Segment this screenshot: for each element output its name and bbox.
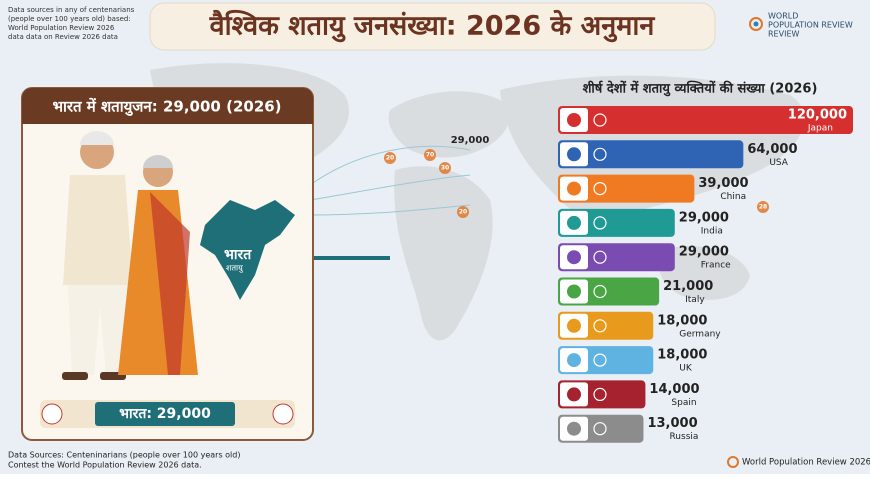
footer-brand: World Population Review 2026 (742, 458, 870, 468)
value-label: 13,000 (647, 416, 697, 431)
map-label: 20 (386, 155, 394, 162)
map-label: 20 (459, 209, 467, 216)
flag-emblem (567, 318, 581, 333)
india-panel-title: भारत में शतायुजन: 29,000 (2026) (52, 98, 281, 117)
logo-icon (749, 17, 763, 31)
source-note-line: (people over 100 years old) based: (8, 15, 131, 23)
map-labels: 29,000 20 70 30 20 28 (384, 135, 769, 218)
bar (558, 174, 695, 203)
footer-source-line: Contest the World Population Review 2026… (8, 461, 202, 470)
category-label: USA (769, 158, 788, 168)
chart-title: शीर्ष देशों में शतायु व्यक्तियों की संख्… (583, 81, 818, 97)
logo-line: REVIEW (768, 30, 800, 39)
category-label: China (720, 192, 746, 202)
map-marker (757, 201, 769, 213)
india-map-label: भारत (224, 247, 252, 263)
flow-lines (309, 145, 471, 216)
person-icon (593, 319, 607, 333)
icon-care (272, 403, 294, 425)
couple-illustration (62, 131, 198, 380)
flag-emblem (567, 353, 581, 368)
category-label: Italy (685, 295, 705, 305)
value-label: 39,000 (698, 176, 748, 191)
footer-logo (727, 456, 739, 468)
icon-heart (41, 403, 63, 425)
value-label: 29,000 (679, 245, 729, 260)
map-label: 70 (426, 152, 434, 159)
person-icon (593, 113, 607, 127)
flag-emblem (567, 250, 581, 265)
bar-chart: 120,000Japan64,000USA39,000China29,000In… (558, 106, 853, 443)
logo-line: WORLD (768, 12, 798, 21)
map-marker (439, 162, 451, 174)
category-label: Germany (679, 329, 721, 339)
india-footer-text: भारत: 29,000 (119, 406, 211, 422)
value-label: 14,000 (649, 382, 699, 397)
flag-emblem (567, 113, 581, 127)
person-icon (593, 353, 607, 367)
source-note-line: Data sources in any of centenarians (8, 6, 135, 14)
category-label: India (701, 226, 723, 236)
person-icon (593, 147, 607, 161)
bar (558, 140, 744, 169)
value-label: 64,000 (747, 142, 797, 157)
category-label: Spain (671, 398, 696, 408)
category-label: France (701, 261, 731, 271)
category-label: Russia (669, 432, 698, 442)
footer-sources: Data Sources: Centeninarians (people ove… (8, 451, 240, 470)
map-label: 29,000 (451, 135, 490, 146)
person-icon (593, 216, 607, 230)
source-note: Data sources in any of centenarians(peop… (8, 6, 135, 41)
value-label: 120,000 (788, 108, 847, 123)
value-label: 18,000 (657, 313, 707, 328)
flag-emblem (567, 284, 581, 299)
title-banner (149, 2, 716, 51)
category-label: Japan (807, 124, 833, 134)
person-icon (593, 387, 607, 401)
india-panel-header (22, 88, 313, 124)
map-marker (424, 149, 436, 161)
map-marker (457, 206, 469, 218)
person-icon (593, 250, 607, 264)
flag-emblem (567, 215, 581, 230)
category-label: UK (679, 364, 693, 374)
logo (749, 17, 763, 31)
person-icon (593, 422, 607, 436)
map-marker (384, 152, 396, 164)
title: वैश्विक शतायु जनसंख्या: 2026 के अनुमान (209, 10, 656, 43)
india-map-sublabel: शतायु (226, 264, 244, 274)
person-icon (593, 182, 607, 196)
flag-emblem (567, 387, 581, 402)
footer-source-line: Data Sources: Centeninarians (people ove… (8, 451, 240, 460)
bar (558, 106, 853, 134)
value-label: 21,000 (663, 279, 713, 294)
value-label: 29,000 (679, 210, 729, 225)
source-note-line: data data on Review 2026 data (8, 33, 118, 41)
map-label: 30 (441, 165, 449, 172)
flag-emblem (567, 181, 581, 196)
logo-icon-center (753, 21, 759, 27)
map-label: 28 (759, 204, 767, 211)
india-map (200, 200, 295, 300)
flag-emblem (567, 421, 581, 436)
flag-emblem (567, 147, 581, 162)
person-icon (593, 284, 607, 299)
india-footer-bar (95, 402, 235, 426)
value-label: 18,000 (657, 348, 707, 363)
source-note-line: World Population Review 2026 (8, 24, 115, 32)
logo-line: POPULATION REVIEW (768, 21, 853, 30)
